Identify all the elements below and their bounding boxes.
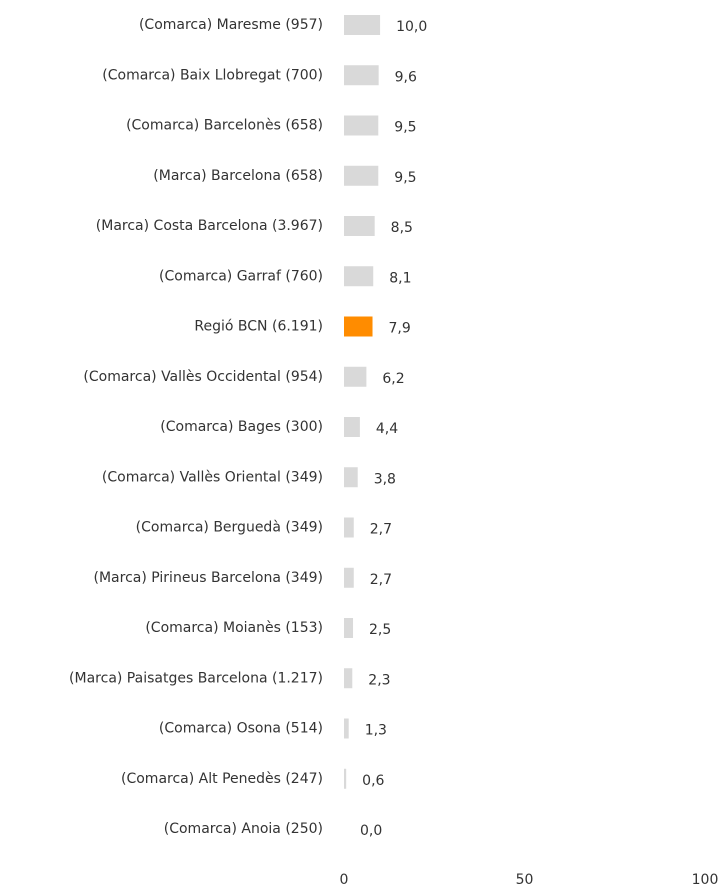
category-label: (Comarca) Baix Llobregat (700): [102, 67, 323, 83]
bar: [344, 467, 358, 488]
bar: [344, 266, 374, 287]
bar: [344, 216, 375, 236]
value-label: 1,3: [365, 723, 387, 739]
category-label: (Comarca) Barcelonès (658): [126, 118, 323, 134]
category-label: (Comarca) Maresme (957): [139, 17, 323, 33]
category-label: (Marca) Pirineus Barcelona (349): [94, 570, 323, 586]
bar: [344, 718, 349, 739]
value-label: 2,5: [369, 622, 391, 638]
value-label: 9,5: [394, 120, 416, 136]
category-label: (Comarca) Garraf (760): [159, 268, 323, 284]
value-label: 7,9: [389, 321, 411, 337]
bar: [344, 567, 354, 588]
category-label: (Comarca) Bages (300): [160, 419, 323, 435]
bar: [344, 618, 354, 638]
bar: [344, 65, 379, 86]
bar: [344, 165, 379, 186]
bar: [344, 668, 353, 689]
value-label: 6,2: [382, 371, 404, 387]
value-label: 2,7: [370, 572, 392, 588]
bar: [344, 15, 381, 35]
bar: [344, 768, 347, 789]
value-label: 2,7: [370, 522, 392, 538]
x-tick-label: 0: [340, 872, 349, 888]
category-label: (Comarca) Anoia (250): [164, 821, 323, 837]
value-label: 10,0: [396, 19, 427, 35]
value-label: 4,4: [376, 421, 398, 437]
x-tick-label: 50: [516, 872, 534, 888]
bar: [344, 316, 373, 337]
value-label: 8,5: [391, 220, 413, 236]
category-label: (Comarca) Moianès (153): [145, 620, 323, 636]
category-label: (Comarca) Osona (514): [159, 721, 323, 737]
value-label: 0,0: [360, 823, 382, 839]
category-label: (Marca) Paisatges Barcelona (1.217): [69, 670, 323, 686]
value-label: 9,6: [395, 69, 417, 85]
value-label: 9,5: [394, 170, 416, 186]
bar: [344, 115, 379, 136]
category-label: (Comarca) Vallès Oriental (349): [102, 469, 323, 485]
category-label: Regió BCN (6.191): [194, 319, 323, 335]
category-label: (Marca) Barcelona (658): [153, 168, 323, 184]
category-label: (Comarca) Berguedà (349): [136, 520, 323, 536]
category-label: (Comarca) Vallès Occidental (954): [83, 369, 323, 385]
value-label: 3,8: [374, 471, 396, 487]
bar: [344, 417, 360, 437]
value-label: 2,3: [368, 672, 390, 688]
bar: [344, 366, 367, 387]
category-label: (Marca) Costa Barcelona (3.967): [96, 218, 323, 234]
value-label: 0,6: [362, 773, 384, 789]
value-label: 8,1: [389, 270, 411, 286]
x-tick-label: 100: [692, 872, 719, 888]
bar: [344, 517, 354, 538]
category-label: (Comarca) Alt Penedès (247): [121, 771, 323, 787]
